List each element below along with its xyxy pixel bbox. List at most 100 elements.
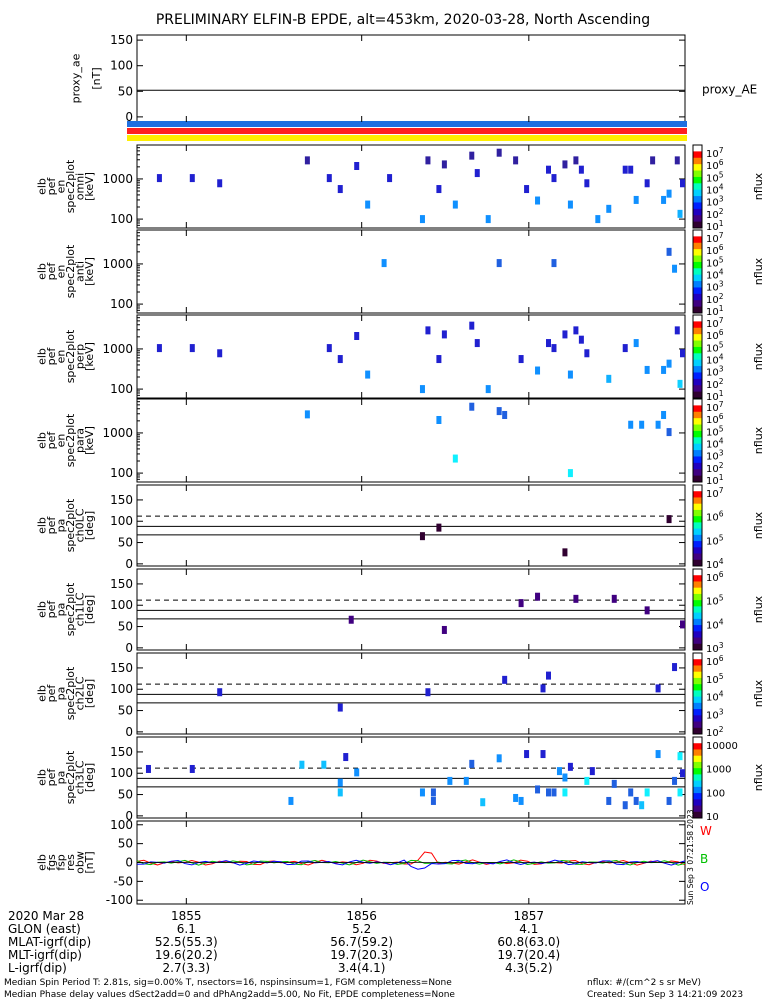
heatmap-cell-anti-2 <box>551 259 557 268</box>
colorbar-seg-ch3LC <box>693 811 702 819</box>
colorbar-seg-ch2LC <box>693 709 702 716</box>
heatmap-cell-ch3LC-2 <box>288 796 294 805</box>
colorbar-seg-ch3LC <box>693 786 702 794</box>
colorbar-seg-ch0LC <box>693 497 702 505</box>
timestamp-stamp: Sun Sep 3 07:21:58 2023 <box>686 809 695 905</box>
heatmap-cell-ch3LC-13 <box>463 776 469 785</box>
colorbar-seg-para <box>693 437 702 445</box>
ylabel-ch1LC-1: pef <box>45 600 58 619</box>
colorbar-seg-perp <box>693 391 702 399</box>
colorbar-frame-ch2LC <box>692 652 703 735</box>
heatmap-cell-omni-24 <box>567 200 573 209</box>
ylabel-ch3LC-0: elb <box>36 769 49 786</box>
heatmap-cell-para-3 <box>469 402 475 411</box>
heatmap-cell-ch3LC-42 <box>680 769 685 778</box>
colorbar-seg-ch3LC <box>693 780 702 788</box>
ylabel-omni-2: en <box>55 180 68 194</box>
heatmap-cell-perp-27 <box>661 365 667 374</box>
heatmap-cell-anti-0 <box>381 259 387 268</box>
heatmap-cell-perp-12 <box>474 339 480 348</box>
footer-line-2: Median Phase delay values dSect2add=0 an… <box>4 990 455 1000</box>
heatmap-cell-ch0LC-2 <box>562 548 568 557</box>
colorbar-tick-para-1: 106 <box>706 412 724 426</box>
ylabel-res_obw-2: fsp <box>55 854 68 871</box>
heatmap-cell-anti-3 <box>666 247 672 256</box>
heatmap-cell-ch3LC-1 <box>189 764 195 773</box>
heatmap-cell-para-7 <box>628 420 634 429</box>
colorbar-tick-anti-0: 107 <box>706 231 724 245</box>
ytick-label-perp-1: 100 <box>110 382 133 396</box>
heatmap-cell-perp-8 <box>425 326 431 335</box>
colorbar-seg-ch0LC <box>693 509 702 517</box>
colorbar-seg-omni <box>693 164 702 172</box>
heatmap-cell-omni-30 <box>622 165 628 174</box>
heatmap-cell-ch3LC-31 <box>611 779 617 788</box>
colorbar-seg-omni <box>693 145 702 152</box>
ytick-label-ch1LC-0: 150 <box>110 577 133 591</box>
ylabel-proxy_ae-1: [nT] <box>90 67 103 89</box>
colorbar-seg-ch3LC <box>693 749 702 757</box>
ylabel-perp-2: en <box>55 350 68 364</box>
heatmap-cell-perp-20 <box>573 326 579 335</box>
ylabel-anti-0: elb <box>36 263 49 280</box>
colorbar-seg-perp <box>693 321 702 329</box>
heatmap-cell-ch2LC-4 <box>540 684 546 693</box>
heatmap-cell-ch1LC-2 <box>518 599 524 608</box>
heatmap-cell-omni-23 <box>562 160 568 169</box>
colorbar-tick-anti-5: 102 <box>706 292 724 306</box>
heatmap-cell-ch3LC-11 <box>430 788 436 797</box>
colorbar-label-perp: nflux <box>752 342 765 370</box>
colorbar-seg-ch0LC <box>693 528 702 536</box>
ytick-label-ch2LC-3: 0 <box>125 725 133 739</box>
colorbar-seg-ch0LC <box>693 522 702 530</box>
colorbar-seg-omni <box>693 208 702 216</box>
ytick-label-anti-0: 1000 <box>102 257 133 271</box>
colorbar-tick-ch3LC-0: 10000 <box>706 741 738 752</box>
colorbar-seg-ch2LC <box>693 671 702 679</box>
heatmap-cell-perp-1 <box>189 344 195 353</box>
panel-frame-para <box>136 398 686 483</box>
colorbar-seg-ch2LC <box>693 702 702 710</box>
heatmap-cell-omni-39 <box>680 179 685 188</box>
colorbar-seg-ch3LC <box>693 755 702 763</box>
colorbar-seg-anti <box>693 249 702 257</box>
heatmap-cell-ch3LC-17 <box>513 793 519 802</box>
ylabel-para-5: [keV] <box>83 426 96 455</box>
heatmap-cell-ch3LC-15 <box>480 798 486 807</box>
heatmap-cell-ch1LC-1 <box>441 625 447 634</box>
colorbar-seg-ch2LC <box>693 690 702 698</box>
heatmap-cell-para-11 <box>666 428 672 437</box>
ytick-label-proxy_ae-1: 100 <box>110 59 133 73</box>
colorbar-tick-ch2LC-3: 103 <box>706 707 724 721</box>
colorbar-seg-ch3LC <box>693 799 702 807</box>
ytick-label-ch1LC-1: 100 <box>110 598 133 612</box>
xaxis-row-value-3-2: 19.7(20.4) <box>497 948 560 962</box>
colorbar-tick-ch3LC-3: 10 <box>706 812 719 823</box>
colorbar-seg-anti <box>693 230 702 237</box>
legend-label-B: B <box>700 852 708 866</box>
ylabel-ch3LC-1: pef <box>45 768 58 787</box>
ylabel-anti-2: en <box>55 265 68 279</box>
colorbar-seg-perp <box>693 359 702 367</box>
ytick-label-ch3LC-1: 100 <box>110 766 133 780</box>
colorbar-tick-ch0LC-0: 107 <box>706 486 724 500</box>
colorbar-seg-ch2LC <box>693 684 702 691</box>
heatmap-cell-omni-8 <box>387 174 393 183</box>
colorbar-seg-anti <box>693 306 702 314</box>
colorbar-tick-para-3: 104 <box>706 437 724 451</box>
heatmap-cell-perp-4 <box>337 355 343 364</box>
colorbar-tick-perp-4: 103 <box>706 365 724 379</box>
ytick-label-para-0: 1000 <box>102 426 133 440</box>
heatmap-cell-ch2LC-6 <box>655 684 661 693</box>
heatmap-cell-ch1LC-4 <box>573 594 579 603</box>
heatmap-cell-ch3LC-22 <box>546 788 551 797</box>
colorbar-seg-para <box>693 405 702 413</box>
colorbar-frame-ch1LC <box>692 568 703 651</box>
heatmap-cell-perp-19 <box>567 370 573 379</box>
heatmap-cell-ch0LC-0 <box>419 532 425 541</box>
colorbar-seg-para <box>693 411 702 419</box>
ylabel-omni-1: pef <box>45 177 58 196</box>
colorbar-tick-ch0LC-3: 104 <box>706 557 724 571</box>
colorbar-seg-anti <box>693 255 702 263</box>
colorbar-seg-perp <box>693 315 702 322</box>
